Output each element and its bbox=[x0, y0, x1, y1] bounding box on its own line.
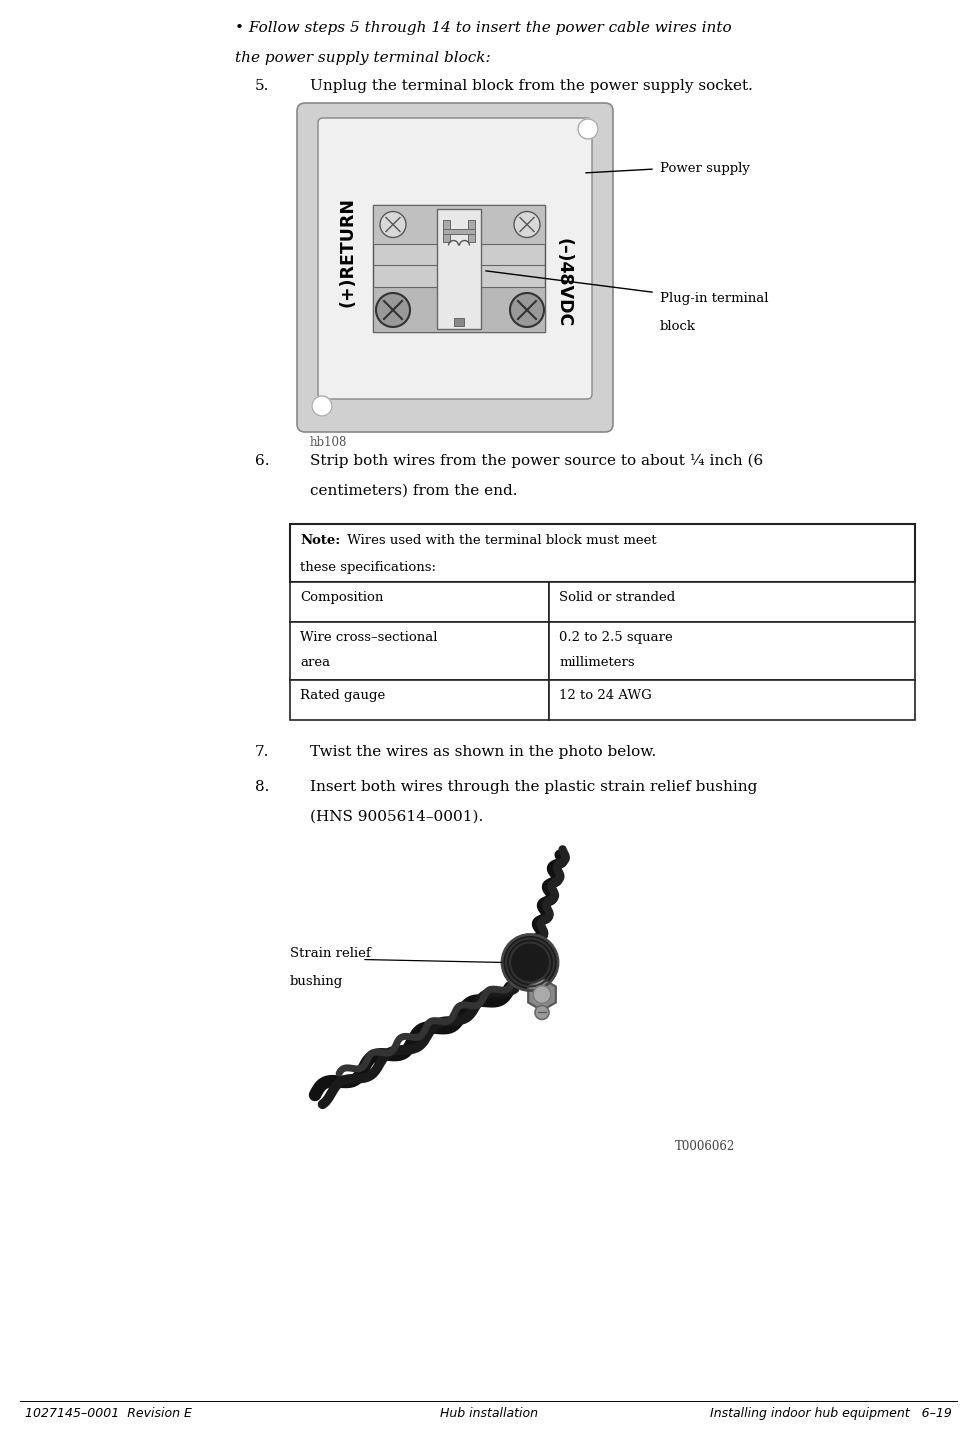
Text: Twist the wires as shown in the photo below.: Twist the wires as shown in the photo be… bbox=[310, 745, 657, 759]
Bar bbox=[290, 680, 549, 720]
Text: Hub installation: Hub installation bbox=[440, 1408, 537, 1420]
Bar bbox=[454, 319, 464, 326]
Circle shape bbox=[578, 119, 598, 139]
Circle shape bbox=[510, 293, 544, 327]
Text: (+)RETURN: (+)RETURN bbox=[338, 197, 356, 307]
Text: (HNS 9005614–0001).: (HNS 9005614–0001). bbox=[310, 810, 484, 825]
Polygon shape bbox=[529, 979, 556, 1010]
Bar bbox=[290, 582, 549, 622]
Text: Rated gauge: Rated gauge bbox=[300, 689, 385, 702]
Text: Installing indoor hub equipment   6–19: Installing indoor hub equipment 6–19 bbox=[710, 1408, 952, 1420]
Text: Wires used with the terminal block must meet: Wires used with the terminal block must … bbox=[343, 534, 657, 547]
Text: T0006062: T0006062 bbox=[675, 1140, 735, 1153]
Text: 8.: 8. bbox=[255, 780, 270, 795]
Text: 5.: 5. bbox=[255, 79, 270, 93]
Text: Solid or stranded: Solid or stranded bbox=[560, 592, 676, 604]
Circle shape bbox=[312, 396, 332, 416]
Circle shape bbox=[533, 986, 551, 1003]
FancyBboxPatch shape bbox=[297, 103, 613, 432]
Text: 7.: 7. bbox=[255, 745, 270, 759]
Bar bbox=[549, 622, 915, 680]
Bar bbox=[437, 210, 481, 329]
Text: area: area bbox=[300, 656, 330, 669]
Bar bbox=[290, 524, 915, 582]
Text: • Follow steps 5 through 14 to insert the power cable wires into: • Follow steps 5 through 14 to insert th… bbox=[235, 21, 732, 34]
Text: Insert both wires through the plastic strain relief bushing: Insert both wires through the plastic st… bbox=[310, 780, 757, 795]
Text: Strip both wires from the power source to about ¼ inch (6: Strip both wires from the power source t… bbox=[310, 454, 763, 469]
Circle shape bbox=[502, 935, 558, 990]
Text: these specifications:: these specifications: bbox=[300, 562, 436, 574]
Text: Wire cross–sectional: Wire cross–sectional bbox=[300, 632, 438, 644]
Text: Note:: Note: bbox=[300, 534, 340, 547]
Text: 0.2 to 2.5 square: 0.2 to 2.5 square bbox=[560, 632, 673, 644]
Text: millimeters: millimeters bbox=[560, 656, 635, 669]
Text: bushing: bushing bbox=[290, 976, 343, 989]
Bar bbox=[373, 206, 545, 243]
Text: 1027145–0001  Revision E: 1027145–0001 Revision E bbox=[25, 1408, 191, 1420]
Text: Strain relief: Strain relief bbox=[290, 947, 370, 960]
Text: the power supply terminal block:: the power supply terminal block: bbox=[235, 51, 490, 64]
Bar bbox=[468, 220, 475, 243]
Bar bbox=[373, 287, 545, 333]
Circle shape bbox=[535, 1006, 549, 1019]
Text: 12 to 24 AWG: 12 to 24 AWG bbox=[560, 689, 652, 702]
Bar bbox=[373, 206, 545, 333]
Text: Plug-in terminal: Plug-in terminal bbox=[660, 293, 769, 306]
Text: centimeters) from the end.: centimeters) from the end. bbox=[310, 484, 518, 497]
Circle shape bbox=[376, 293, 410, 327]
Text: Unplug the terminal block from the power supply socket.: Unplug the terminal block from the power… bbox=[310, 79, 753, 93]
Text: block: block bbox=[660, 320, 696, 333]
Bar bbox=[549, 680, 915, 720]
Bar bbox=[443, 229, 475, 234]
Text: Composition: Composition bbox=[300, 592, 383, 604]
Text: (–)48VDC: (–)48VDC bbox=[554, 237, 572, 327]
Text: 6.: 6. bbox=[255, 454, 270, 469]
FancyBboxPatch shape bbox=[318, 119, 592, 399]
Bar bbox=[549, 582, 915, 622]
Circle shape bbox=[380, 211, 406, 237]
Text: hb108: hb108 bbox=[310, 436, 348, 449]
Circle shape bbox=[514, 211, 540, 237]
Text: Power supply: Power supply bbox=[660, 163, 750, 176]
Bar bbox=[290, 622, 549, 680]
Bar bbox=[443, 220, 450, 243]
